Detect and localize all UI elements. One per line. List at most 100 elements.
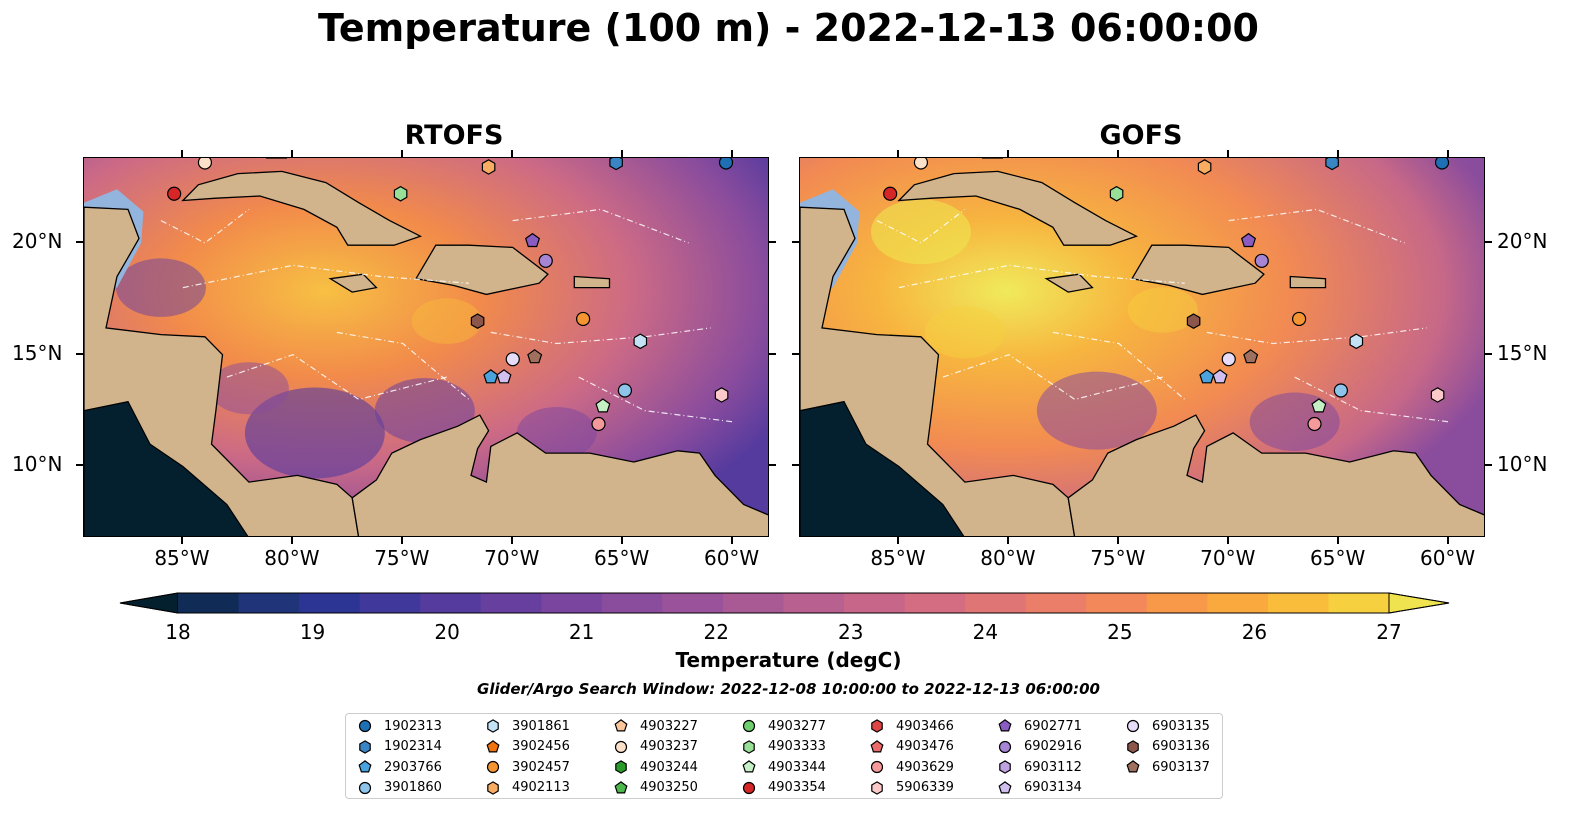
lon-tick-mark [620, 537, 623, 544]
colorbar-tick-label: 24 [972, 620, 999, 644]
float-marker [1221, 352, 1236, 367]
legend-marker [614, 740, 628, 753]
rtofs-map[interactable] [83, 157, 769, 537]
float-marker [1325, 158, 1339, 171]
colorbar-segment [904, 593, 966, 613]
lon-tick-mark [1006, 150, 1009, 157]
legend-label: 4903244 [640, 759, 698, 775]
legend-marker [358, 781, 372, 794]
eez-boundary [336, 331, 470, 400]
float-marker [1109, 185, 1124, 202]
float-marker [633, 333, 648, 350]
colorbar-segment [722, 593, 784, 613]
float-marker [595, 398, 611, 413]
colorbar-tick-label: 27 [1376, 620, 1402, 644]
eez-boundary [1294, 376, 1449, 423]
legend-entry: 4903227 [612, 717, 698, 735]
eddy-feature [516, 406, 597, 459]
legend-marker-icon [614, 780, 628, 793]
float-marker [393, 185, 408, 202]
legend-marker [742, 760, 756, 773]
legend-marker [743, 739, 755, 754]
legend-marker [1126, 719, 1140, 733]
lat-tick-label-left: 10°N [12, 452, 63, 477]
lon-tick-label: 80°W [980, 546, 1036, 570]
land-puertorico [1289, 275, 1327, 289]
legend-marker-icon [614, 719, 628, 732]
legend-label: 4903333 [768, 739, 826, 754]
legend-entry: 3902456 [484, 738, 570, 756]
legend-marker-icon [487, 780, 499, 795]
lon-tick-mark [290, 150, 293, 157]
legend-marker-icon [998, 740, 1012, 753]
legend-label: 6903136 [1152, 739, 1210, 754]
lon-tick-label: 60°W [1419, 546, 1476, 570]
eez-boundary [182, 264, 469, 289]
legend-marker [358, 760, 372, 773]
legend-marker [871, 780, 883, 795]
legend-marker-icon [615, 760, 627, 774]
lon-tick-mark [1446, 537, 1449, 544]
colorbar-segment [965, 593, 1027, 613]
float-marker [505, 352, 520, 367]
legend-marker-icon [742, 781, 756, 794]
lon-tick-label: 65°W [1310, 546, 1366, 570]
lon-tick-mark [180, 537, 183, 544]
colorbar-label: Temperature (degC) [675, 648, 902, 672]
legend-label: 6902771 [1024, 718, 1082, 734]
legend-marker-icon [742, 760, 756, 773]
float-marker [524, 232, 541, 248]
colorbar-segment [662, 593, 724, 613]
legend-marker-icon [1126, 760, 1140, 773]
colorbar-tick-label: 20 [434, 620, 460, 644]
legend-marker-icon [487, 719, 499, 733]
legend-entry: 6903136 [1124, 738, 1210, 756]
float-marker [883, 186, 898, 201]
legend-marker-icon [743, 739, 755, 754]
colorbar-segment [1146, 593, 1208, 613]
lon-tick-mark [730, 537, 733, 544]
lon-tick-mark [510, 537, 513, 544]
legend-label: 6903137 [1152, 759, 1210, 775]
float-marker [1349, 333, 1364, 350]
colorbar-segment [1086, 593, 1148, 613]
eddy-feature [244, 387, 385, 479]
lat-tick-mark [769, 464, 776, 467]
eez-boundary [1228, 208, 1405, 244]
lat-tick-mark [769, 240, 776, 243]
lat-tick-mark [1485, 464, 1492, 467]
legend-entry: 4903333 [740, 738, 826, 756]
land-jamaica [1044, 273, 1094, 293]
lat-tick-mark [76, 464, 83, 467]
float-marker [1434, 158, 1450, 170]
legend-marker-icon [998, 719, 1012, 732]
legend-marker [742, 719, 756, 733]
legend-entry: 3901860 [356, 779, 442, 797]
colorbar-tick-label: 18 [165, 620, 191, 644]
legend-label: 3902456 [512, 739, 570, 754]
float-marker [538, 253, 553, 268]
panel-title-gofs: GOFS [1099, 120, 1183, 151]
legend-label: 5906339 [896, 780, 954, 795]
land-cuba [181, 170, 423, 246]
legend-label: 4903237 [640, 739, 698, 754]
colorbar-tick-label: 21 [568, 620, 595, 644]
lon-tick-mark [1226, 537, 1229, 544]
legend-marker [870, 760, 884, 774]
legend-label: 6902916 [1024, 739, 1082, 754]
legend-marker-icon [870, 739, 884, 752]
legend-marker [999, 760, 1011, 774]
legend-entry: 6903137 [1124, 758, 1210, 776]
legend-entry: 2903766 [356, 758, 442, 776]
lat-tick-mark [76, 240, 83, 243]
eez-boundary [226, 354, 447, 401]
gofs-map[interactable] [799, 157, 1485, 537]
colorbar-segment [178, 593, 240, 613]
float-marker [1186, 313, 1201, 329]
colorbar-tick-label: 23 [838, 620, 864, 644]
lon-tick-label: 70°W [484, 546, 540, 570]
colorbar-segment [1328, 593, 1390, 613]
colorbar-segment [238, 593, 300, 613]
legend-label: 4903277 [768, 718, 826, 734]
lon-tick-label: 85°W [154, 546, 210, 570]
